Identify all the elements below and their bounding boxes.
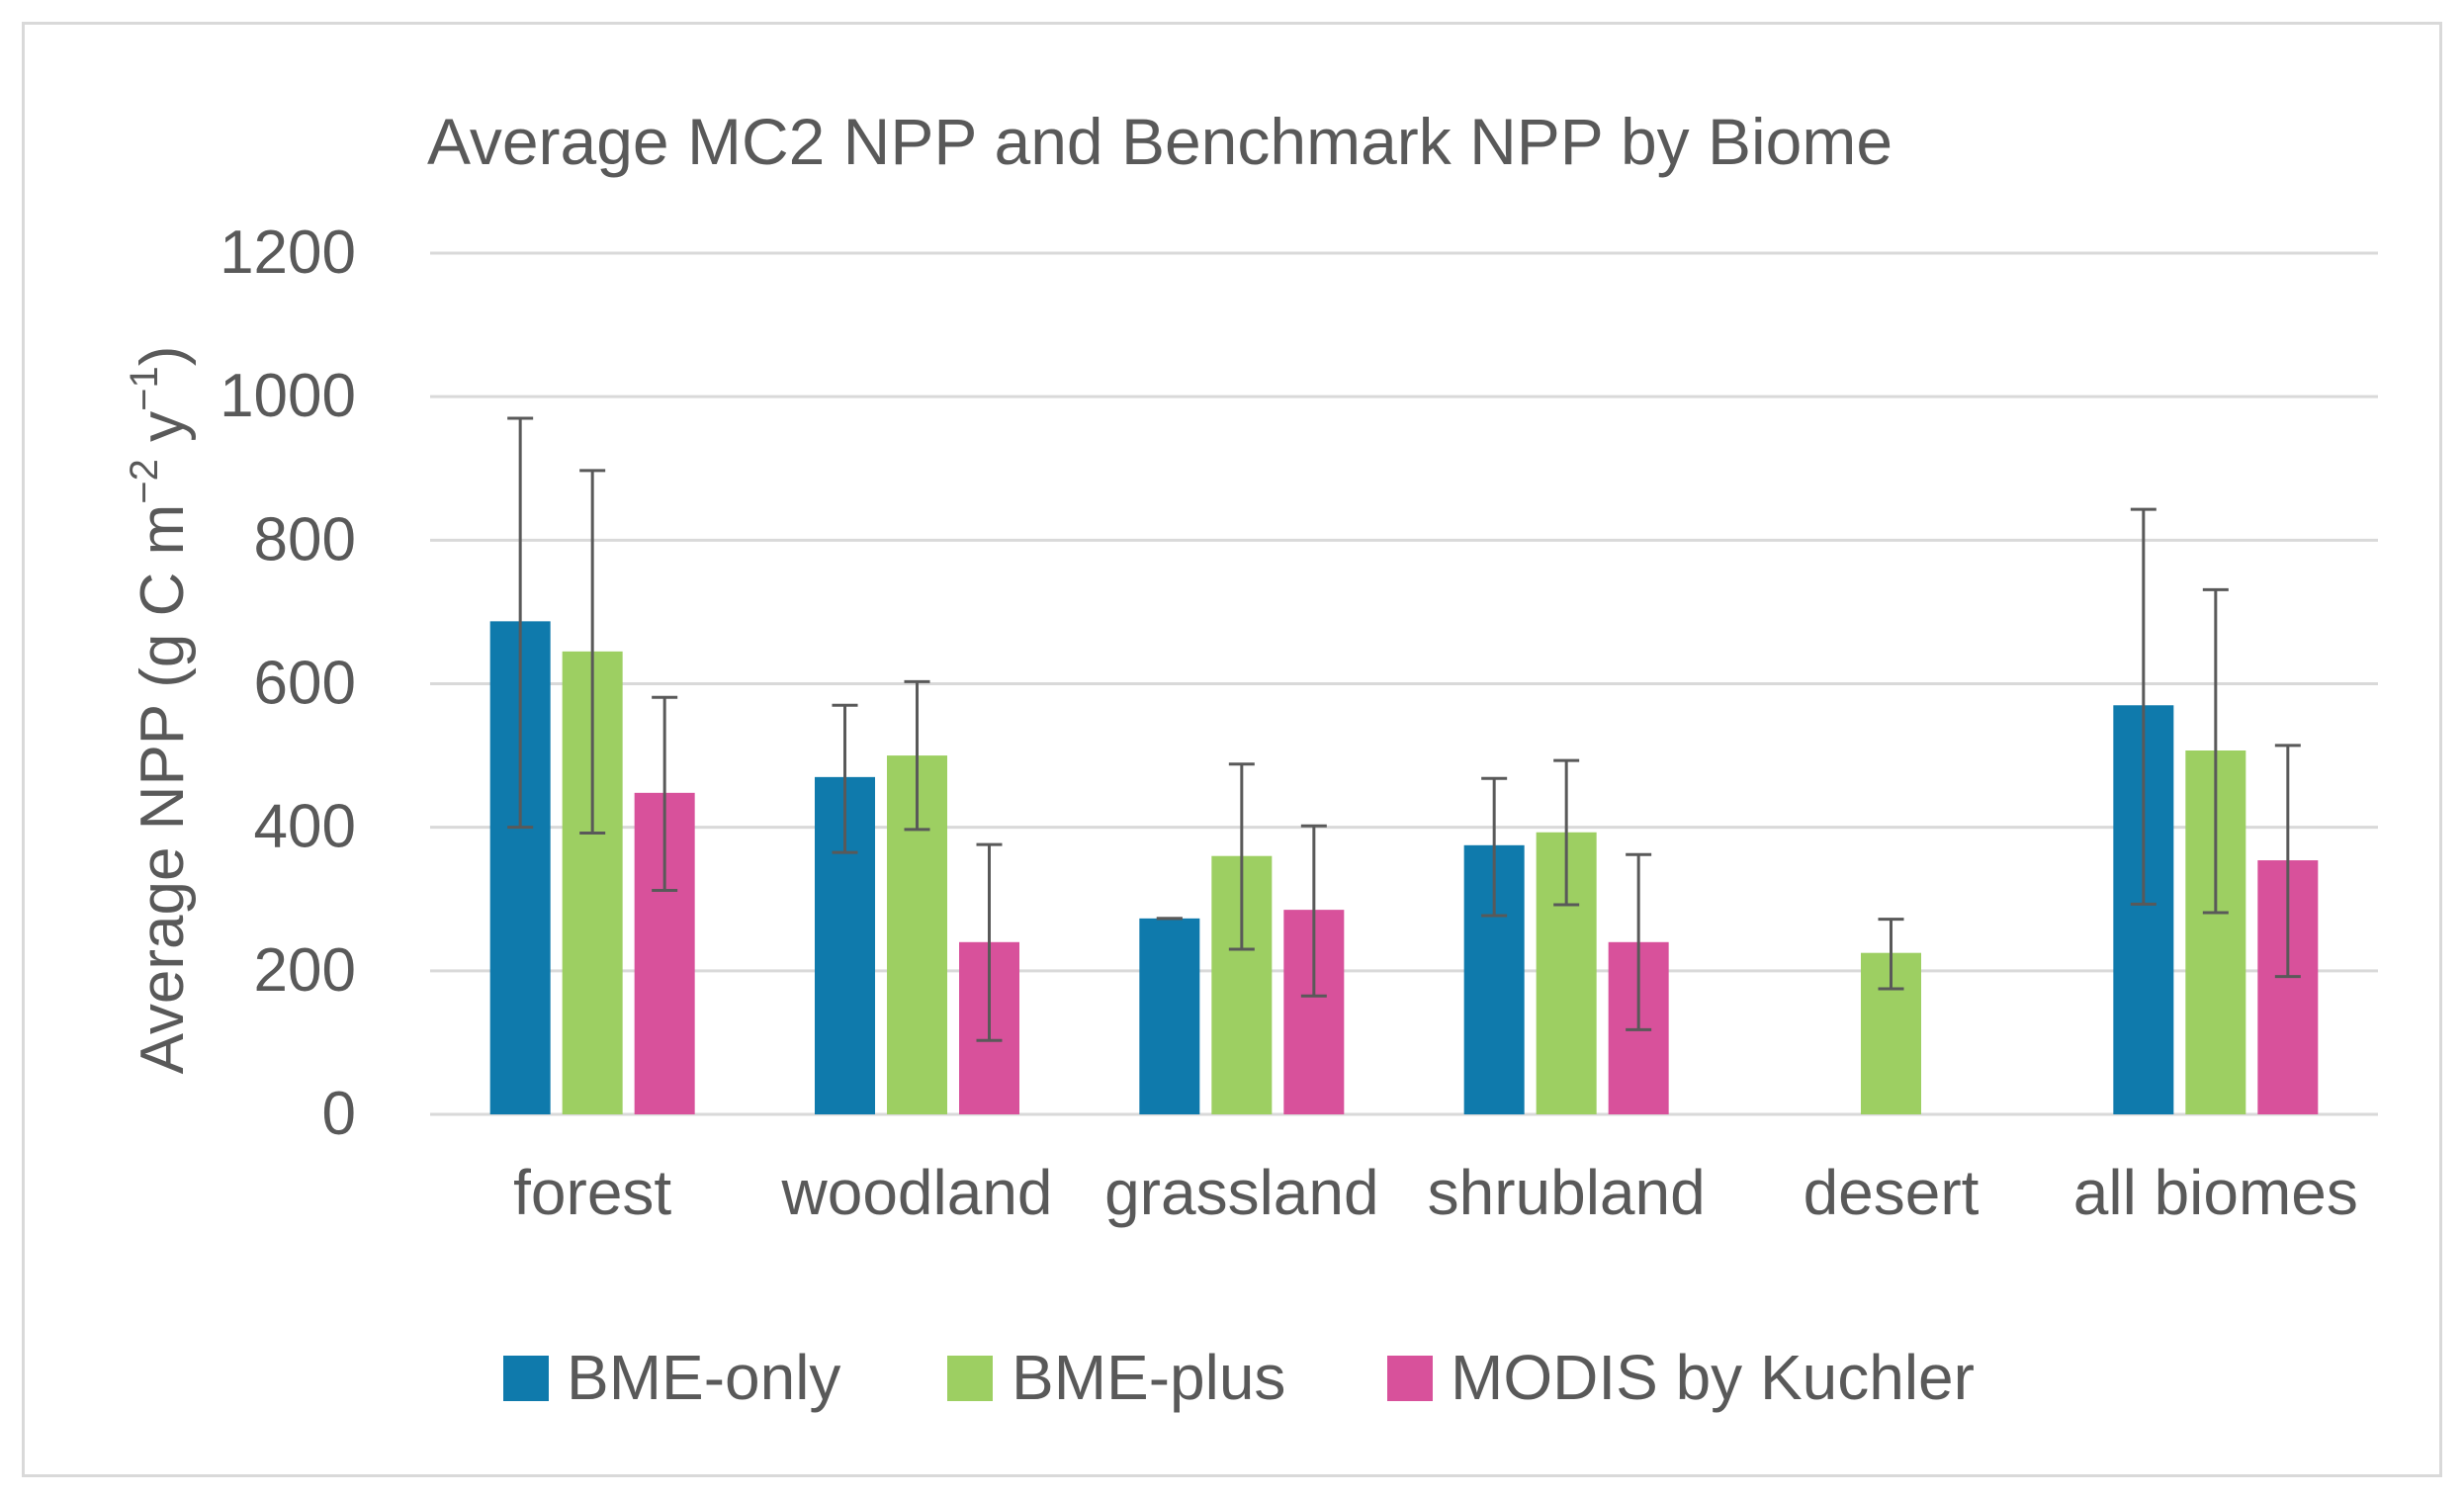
x-tick-labels: forest woodland grassland shrubland desert al… — [513, 1157, 2358, 1228]
bars — [489, 621, 2319, 1114]
chart-frame: Average MC2 NPP and Benchmark NPP by Bio… — [22, 22, 2442, 1477]
y-tick-label: 200 — [254, 936, 356, 1005]
y-tick-label: 800 — [254, 505, 356, 573]
y-tick-label: 600 — [254, 650, 356, 718]
x-tick-label: woodland — [781, 1157, 1053, 1228]
bar-bme-only-grassland — [1139, 918, 1200, 1114]
x-tick-label: forest — [513, 1157, 671, 1228]
legend-label: BME-plus — [1012, 1342, 1285, 1413]
y-tick-label: 0 — [322, 1080, 356, 1148]
y-axis-label: Average NPP (g C m−2 y−1) — [123, 346, 197, 1075]
x-tick-label: desert — [1804, 1157, 1980, 1228]
y-tick-label: 400 — [254, 793, 356, 861]
error-bars — [507, 416, 2301, 1042]
chart-title: Average MC2 NPP and Benchmark NPP by Bio… — [427, 105, 1892, 178]
y-tick-labels: 0 200 400 600 800 1000 1200 — [220, 219, 356, 1148]
x-tick-label: all biomes — [2073, 1157, 2358, 1228]
legend-swatch — [947, 1356, 993, 1401]
y-tick-label: 1200 — [220, 219, 356, 287]
legend-swatch — [503, 1356, 549, 1401]
legend-label: BME-only — [567, 1342, 840, 1413]
legend-swatch — [1387, 1356, 1433, 1401]
chart-svg: Average MC2 NPP and Benchmark NPP by Bio… — [123, 105, 2378, 1413]
legend: BME-only BME-plus MODIS by Kuchler — [503, 1342, 1975, 1413]
y-tick-label: 1000 — [220, 362, 356, 430]
legend-label: MODIS by Kuchler — [1451, 1342, 1975, 1413]
gridlines — [430, 251, 2378, 1116]
x-tick-label: grassland — [1104, 1157, 1379, 1228]
x-tick-label: shrubland — [1428, 1157, 1706, 1228]
